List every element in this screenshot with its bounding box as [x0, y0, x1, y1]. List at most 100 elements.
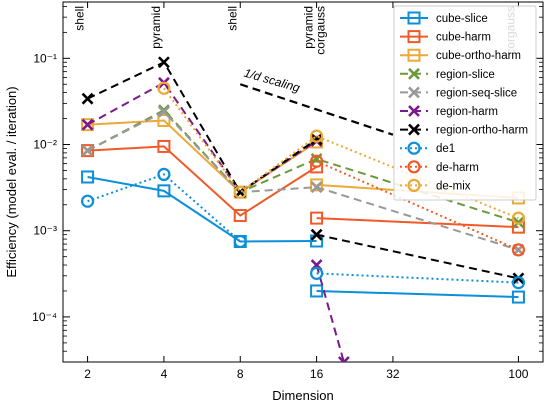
point-cube-harm-2 — [81, 144, 95, 158]
point-de1-100 — [511, 276, 526, 290]
scaling-line — [239, 83, 394, 136]
legend-entry-de-mix: de-mix — [400, 178, 471, 192]
series-de1 — [309, 266, 526, 290]
point-de-mix-16 — [309, 129, 324, 143]
point-de1-2 — [80, 194, 95, 208]
series-region-ortho-harm — [310, 228, 525, 285]
legend-box — [393, 5, 537, 201]
legend-label-de-harm: de-harm — [436, 162, 479, 174]
point-region-seq-slice-4 — [157, 105, 170, 118]
legend: cube-slice cube-harm cube-ortho-harm region… — [393, 5, 537, 201]
y-tick-label-3: 10⁻¹ — [33, 51, 57, 65]
point-region-harm-20.5 — [337, 356, 350, 362]
legend-entry-region-ortho-harm: region-ortho-harm — [400, 123, 528, 137]
legend-marker-cube-slice — [407, 11, 421, 25]
point-region-harm-2 — [81, 118, 94, 131]
legend-label-region-ortho-harm: region-ortho-harm — [436, 125, 528, 137]
series-line-region-ortho-harm — [87, 60, 318, 194]
legend-marker-cube-harm — [407, 30, 421, 44]
y-axis-label: Efficiency (model eval. / iteration) — [4, 86, 19, 277]
series-line-de1 — [316, 272, 519, 284]
y-tick-label-1: 10⁻³ — [33, 224, 57, 238]
point-region-seq-slice-16 — [310, 181, 323, 194]
x-tick-label-4: 4 — [161, 367, 168, 381]
legend-entry-region-slice: region-slice — [400, 67, 495, 81]
annotation-pyramid: pyramid — [302, 6, 316, 49]
legend-label-cube-harm: cube-harm — [436, 32, 491, 44]
x-tick-label-100: 100 — [508, 367, 528, 381]
annotation-shell: shell — [225, 6, 239, 31]
legend-label-de-mix: de-mix — [436, 180, 471, 192]
point-region-seq-slice-2 — [81, 144, 94, 157]
legend-marker-cube-ortho-harm — [407, 48, 421, 62]
point-region-ortho-harm-2 — [81, 92, 94, 105]
point-region-ortho-harm-4 — [157, 56, 170, 69]
point-cube-harm-8 — [233, 209, 247, 223]
series-de1 — [80, 167, 247, 249]
point-cube-ortho-harm-16 — [310, 135, 324, 149]
point-de-mix-4 — [157, 81, 171, 95]
point-cube-slice-100 — [511, 290, 525, 304]
point-region-ortho-harm-100 — [512, 272, 525, 285]
legend-marker-region-ortho-harm — [408, 123, 420, 136]
series-cube-slice — [310, 284, 525, 304]
axes: 2 4 8 16 32 100 10⁻⁴ 10⁻³ 10⁻² 10⁻¹ — [32, 2, 543, 381]
x-tick-label-8: 8 — [237, 367, 244, 381]
annotation-corgauss: corgauss — [314, 6, 328, 55]
legend-label-cube-ortho-harm: cube-ortho-harm — [436, 50, 521, 62]
legend-marker-de1 — [407, 141, 421, 155]
point-cube-ortho-harm-4 — [157, 113, 171, 127]
annotation-shell: shell — [73, 6, 87, 31]
series-cube-harm — [81, 139, 324, 223]
legend-marker-region-harm — [408, 105, 420, 117]
y-tick-label-0: 10⁻⁴ — [32, 310, 57, 324]
series-line-de-harm — [316, 160, 519, 251]
series-line-cube-slice — [316, 289, 519, 299]
data-series — [80, 56, 526, 362]
legend-entry-region-harm: region-harm — [400, 105, 498, 118]
point-region-slice-100 — [512, 216, 525, 229]
legend-entry-de1: de1 — [400, 141, 455, 155]
legend-entry-de-harm: de-harm — [400, 160, 479, 174]
y-tick-label-2: 10⁻² — [33, 138, 57, 152]
point-cube-slice-2 — [81, 170, 95, 184]
series-de-harm — [309, 154, 526, 257]
legend-marker-de-harm — [407, 160, 421, 174]
x-axis-label: Dimension — [272, 388, 333, 403]
series-line-de1 — [87, 173, 241, 243]
point-region-ortho-harm-16 — [310, 133, 323, 146]
x-tick-label-2: 2 — [84, 367, 91, 381]
legend-label-de1: de1 — [436, 143, 455, 155]
legend-marker-de-mix — [407, 178, 421, 192]
point-cube-slice-4 — [157, 184, 171, 198]
point-cube-ortho-harm-16 — [310, 178, 324, 192]
legend-entry-region-seq-slice: region-seq-slice — [400, 86, 517, 99]
point-cube-harm-16 — [310, 211, 324, 225]
point-de1-8 — [233, 234, 247, 249]
point-cube-harm-4 — [157, 139, 171, 153]
series-de-mix — [157, 81, 526, 225]
legend-entry-cube-ortho-harm: cube-ortho-harm — [400, 48, 521, 62]
series-line-cube-slice — [87, 176, 317, 243]
series-line-cube-harm — [316, 217, 519, 229]
series-line-region-harm — [87, 81, 318, 194]
point-de1-16 — [309, 266, 324, 280]
legend-marker-region-seq-slice — [408, 86, 420, 99]
legend-label-cube-slice: cube-slice — [436, 13, 488, 25]
point-de-harm-16 — [309, 154, 324, 168]
point-region-ortho-harm-16 — [310, 228, 323, 241]
point-cube-slice-16 — [310, 284, 324, 298]
x-tick-label-32: 32 — [386, 367, 400, 381]
series-line-region-harm — [315, 264, 345, 362]
point-de-mix-8 — [233, 185, 247, 199]
point-de1-4 — [157, 167, 171, 182]
legend-marker-region-slice — [408, 67, 420, 80]
series-line-cube-harm — [87, 145, 318, 217]
annotation-pyramid: pyramid — [149, 6, 163, 49]
legend-entry-cube-slice: cube-slice — [400, 11, 488, 25]
point-cube-ortho-harm-2 — [81, 118, 95, 132]
series-line-region-ortho-harm — [316, 233, 519, 280]
legend-entry-cube-harm: cube-harm — [400, 30, 491, 44]
point-de-mix-100 — [511, 211, 526, 225]
